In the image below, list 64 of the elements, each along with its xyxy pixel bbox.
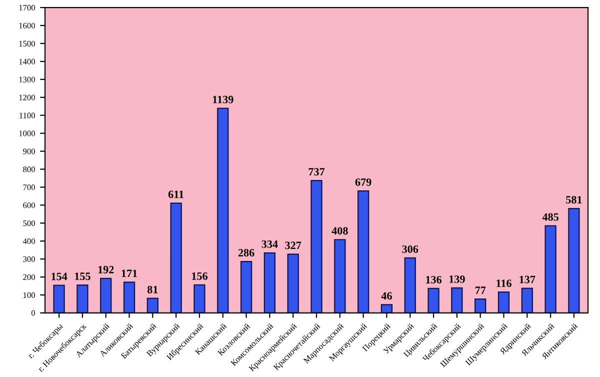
data-label: 306 (402, 245, 418, 253)
data-label: 192 (98, 266, 114, 274)
data-label: 81 (147, 286, 158, 294)
data-label: 679 (355, 178, 372, 186)
data-label: 485 (542, 213, 558, 221)
data-label: 46 (381, 292, 392, 300)
data-label: 139 (449, 275, 465, 283)
y-tick-label: 200 (23, 274, 35, 280)
bar (568, 208, 580, 313)
bar (123, 282, 136, 313)
bar (404, 257, 416, 313)
bar (76, 284, 88, 313)
data-label: 611 (168, 190, 184, 198)
bar (474, 298, 486, 313)
y-tick-label: 1000 (19, 130, 35, 136)
bar (53, 284, 65, 313)
y-tick-label: 1300 (19, 76, 35, 82)
y-tick-label: 0 (31, 310, 35, 316)
bar (498, 292, 510, 313)
data-label: 581 (566, 196, 582, 204)
data-label: 77 (475, 286, 486, 294)
data-label: 286 (238, 249, 254, 256)
data-label: 137 (520, 276, 536, 284)
bar (217, 108, 229, 313)
data-label: 1139 (212, 96, 234, 104)
data-label: 154 (52, 272, 68, 280)
y-tick-label: 1100 (20, 112, 35, 118)
data-label: 155 (75, 272, 90, 280)
bar (451, 287, 463, 313)
data-label: 737 (308, 168, 325, 176)
bar (287, 254, 299, 313)
y-tick-label: 400 (22, 238, 35, 244)
bar (264, 252, 276, 313)
y-tick-label: 300 (23, 256, 35, 262)
y-tick-label: 500 (23, 220, 35, 226)
data-label: 156 (192, 272, 208, 280)
bar (240, 260, 252, 313)
y-tick-label: 100 (24, 292, 35, 298)
bar (194, 284, 206, 313)
data-label: 136 (426, 276, 442, 284)
bar (357, 190, 370, 313)
y-tick-label: 1400 (19, 58, 35, 64)
data-label: 327 (285, 242, 302, 250)
data-label: 408 (332, 227, 348, 235)
bar (521, 288, 533, 313)
data-label: 334 (262, 240, 278, 248)
y-tick-label: 1600 (19, 22, 35, 28)
y-tick-label: 700 (23, 184, 35, 190)
y-tick-label: 600 (23, 202, 35, 208)
bar (170, 202, 182, 313)
data-label: 116 (496, 280, 512, 288)
y-tick-label: 1200 (19, 94, 35, 100)
bar (146, 298, 158, 313)
y-tick-label: 900 (23, 148, 35, 154)
bar (100, 278, 112, 313)
bar (544, 225, 556, 313)
bar (380, 304, 393, 313)
y-tick-label: 800 (23, 166, 35, 172)
bar (334, 239, 346, 313)
bar (310, 180, 322, 313)
y-tick-label: 1500 (19, 40, 35, 46)
bar (428, 288, 440, 313)
data-label: 171 (122, 270, 138, 278)
y-tick-label: 1700 (19, 4, 35, 11)
